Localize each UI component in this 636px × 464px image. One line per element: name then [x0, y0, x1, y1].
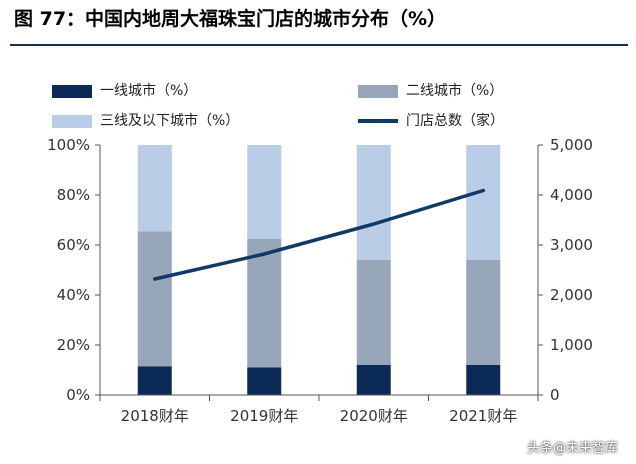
bar-2-2 — [247, 238, 282, 368]
store-count-point-3 — [372, 222, 376, 226]
bar-1-3 — [356, 365, 391, 395]
store-count-point-1 — [153, 277, 157, 281]
bar-3-3 — [356, 145, 391, 260]
store-count-point-4 — [481, 189, 485, 192]
y-left-tick-2: 20% — [57, 336, 90, 354]
x-tick-label-4: 2021财年 — [449, 407, 517, 425]
y-right-tick-2: 1,000 — [550, 336, 593, 354]
chart-title: 图 77：中国内地周大福珠宝门店的城市分布（%） — [14, 8, 447, 30]
store-count-line — [153, 188, 486, 281]
x-tick-label-1: 2018财年 — [121, 407, 189, 425]
y-left-tick-4: 60% — [57, 236, 90, 254]
store-count-point-2 — [262, 252, 266, 256]
bar-1-1 — [137, 366, 172, 395]
watermark: 头条@未来智库 — [526, 441, 618, 456]
legend-swatch-tier1 — [52, 84, 92, 98]
legend-swatch-tier2 — [358, 84, 398, 98]
y-left-tick-5: 80% — [57, 186, 90, 204]
legend-label-tier3: 三线及以下城市（%） — [100, 113, 240, 129]
y-right-tick-3: 2,000 — [550, 286, 593, 304]
legend-item-stores: 门店总数（家） — [358, 110, 504, 130]
bar-3-1 — [137, 145, 172, 232]
y-left-tick-3: 40% — [57, 286, 90, 304]
bar-2-4 — [466, 260, 501, 365]
y-left-tick-6: 100% — [47, 136, 90, 154]
y-right-tick-4: 3,000 — [550, 236, 593, 254]
bar-1-4 — [466, 365, 501, 395]
x-tick-label-2: 2019财年 — [230, 407, 298, 425]
y-left-tick-1: 0% — [66, 386, 90, 404]
bar-3-2 — [247, 145, 282, 239]
legend-line-stores — [358, 119, 398, 123]
y-right-tick-1: 0 — [550, 386, 560, 404]
bar-2-3 — [356, 260, 391, 365]
legend-swatch-tier3 — [52, 114, 92, 128]
bar-3-4 — [466, 145, 501, 260]
legend-item-tier1: 一线城市（%） — [52, 80, 197, 100]
y-right-tick-6: 5,000 — [550, 136, 593, 154]
legend-item-tier3: 三线及以下城市（%） — [52, 110, 239, 130]
bar-2-1 — [137, 231, 172, 367]
y-right-tick-5: 4,000 — [550, 186, 593, 204]
legend-label-tier1: 一线城市（%） — [100, 83, 198, 99]
bar-1-2 — [247, 367, 282, 395]
legend-item-tier2: 二线城市（%） — [358, 80, 503, 100]
legend-label-tier2: 二线城市（%） — [406, 83, 504, 99]
x-tick-label-3: 2020财年 — [340, 407, 408, 425]
legend-label-stores: 门店总数（家） — [406, 113, 504, 129]
title-rule — [10, 44, 628, 46]
